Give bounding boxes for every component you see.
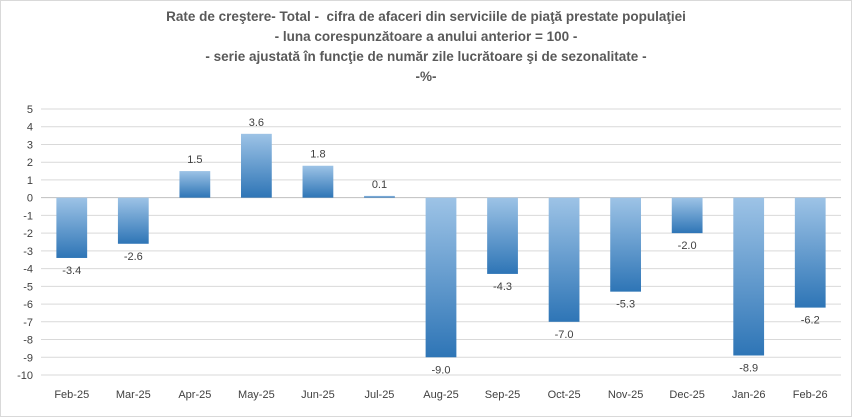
x-tick-label: Oct-25 [548, 389, 581, 401]
y-tick-label: -6 [23, 299, 33, 311]
bar-Nov-25 [610, 197, 641, 292]
data-label: -2.0 [678, 240, 697, 252]
y-tick-label: 1 [27, 175, 33, 187]
chart-title-line-2: - luna corespunzătoare a anului anterior… [274, 29, 578, 44]
bar-Feb-26 [794, 197, 826, 308]
y-tick-label: 4 [27, 122, 33, 134]
data-label: -6.2 [801, 315, 820, 327]
x-tick-label: Dec-25 [669, 389, 704, 401]
y-tick-label: 2 [27, 157, 33, 169]
y-tick-label: 3 [27, 139, 33, 151]
data-label: -5.3 [616, 299, 635, 311]
bar-Mar-25 [117, 197, 149, 244]
bar-May-25 [241, 133, 272, 198]
y-tick-label: -4 [23, 264, 33, 276]
x-tick-label: Jan-26 [732, 389, 766, 401]
x-tick-label: May-25 [238, 389, 275, 401]
x-tick-label: Aug-25 [423, 389, 458, 401]
data-label: -2.6 [124, 251, 143, 263]
y-tick-label: -7 [23, 317, 33, 329]
data-label: 0.1 [372, 179, 387, 191]
y-tick-label: -5 [23, 281, 33, 293]
chart-title-line-4: -%- [415, 69, 437, 84]
y-tick-label: -1 [23, 210, 33, 222]
x-tick-label: Mar-25 [116, 389, 151, 401]
chart-title: Rate de creştere- Total - cifra de aface… [1, 7, 851, 87]
x-tick-label: Nov-25 [608, 389, 643, 401]
data-label: -8.9 [739, 362, 758, 374]
data-label: 1.8 [310, 149, 325, 161]
bar-Oct-25 [548, 197, 580, 322]
x-tick-label: Apr-25 [178, 389, 211, 401]
bar-Apr-25 [179, 171, 211, 198]
bar-Sep-25 [487, 197, 518, 274]
data-label: -3.4 [62, 265, 81, 277]
x-tick-label: Jun-25 [301, 389, 335, 401]
y-tick-label: -2 [23, 228, 33, 240]
data-label: -9.0 [432, 364, 451, 376]
chart-title-line-1: Rate de creştere- Total - cifra de aface… [166, 9, 686, 24]
bar-Jul-25 [364, 195, 395, 198]
y-tick-label: -10 [17, 370, 33, 382]
data-label: -4.3 [493, 281, 512, 293]
data-label: 1.5 [187, 154, 202, 166]
y-tick-label: -9 [23, 352, 33, 364]
data-label: 3.6 [249, 117, 264, 129]
bar-Jun-25 [302, 165, 334, 198]
data-label: -7.0 [555, 329, 574, 341]
x-tick-label: Feb-26 [793, 389, 828, 401]
x-tick-label: Jul-25 [364, 389, 394, 401]
chart-title-line-3: - serie ajustată în funcţie de număr zil… [205, 49, 647, 64]
bar-Jan-26 [733, 197, 765, 356]
y-tick-label: -3 [23, 246, 33, 258]
y-tick-label: 5 [27, 104, 33, 116]
bar-Feb-25 [56, 197, 88, 258]
x-tick-label: Sep-25 [485, 389, 520, 401]
bar-Dec-25 [671, 197, 703, 234]
y-tick-label: 0 [27, 193, 33, 205]
bar-Aug-25 [425, 197, 457, 358]
y-tick-label: -8 [23, 335, 33, 347]
x-tick-label: Feb-25 [54, 389, 89, 401]
